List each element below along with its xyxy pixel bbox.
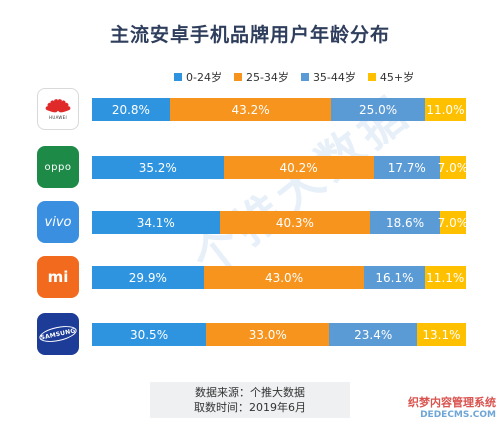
bar-segment: 7.0% <box>437 156 469 179</box>
bar-segment: 16.1% <box>364 266 425 289</box>
bar-segment: 11.0% <box>424 98 466 121</box>
bar-segment: 35.2% <box>92 156 224 179</box>
legend-item: 25-34岁 <box>233 69 289 85</box>
date-line: 取数时间：2019年6月 <box>194 401 306 414</box>
data-label: 29.9% <box>128 270 167 285</box>
bar-segment: 43.2% <box>169 98 332 121</box>
bar-segment: 11.1% <box>424 266 466 289</box>
bar-segment: 30.5% <box>92 323 207 346</box>
vivo-logo-icon: vivo <box>37 201 79 243</box>
legend-swatch <box>233 73 242 81</box>
source-line: 数据来源：个推大数据 <box>195 386 305 399</box>
data-label: 35.2% <box>138 160 177 175</box>
corner-watermark-bottom: DEDECMS.COM <box>420 410 496 420</box>
data-label: 7.0% <box>437 160 469 175</box>
legend-item: 0-24岁 <box>174 69 222 85</box>
bar-segment: 18.6% <box>370 211 440 234</box>
legend-label: 45+岁 <box>379 71 415 84</box>
data-label: 43.0% <box>264 270 304 285</box>
bar-segment: 34.1% <box>92 211 220 234</box>
data-label: 23.4% <box>354 327 393 342</box>
chart-title: 主流安卓手机品牌用户年龄分布 <box>109 24 390 46</box>
data-label: 11.1% <box>426 270 465 285</box>
samsung-logo-icon: SAMSUNG <box>37 313 79 355</box>
bar-row: 34.1% 40.3% 18.6% 7.0% <box>92 211 469 234</box>
source-box: 数据来源：个推大数据 取数时间：2019年6月 <box>150 382 350 418</box>
legend-swatch <box>367 73 376 81</box>
mi-logo-icon: mi <box>37 256 79 298</box>
data-label: 18.6% <box>385 215 425 230</box>
corner-watermark: 织梦内容管理系统 DEDECMS.COM <box>408 397 496 421</box>
bar-segment: 43.0% <box>203 266 365 289</box>
data-label: 13.1% <box>422 327 461 342</box>
bar-segment: 40.3% <box>219 211 371 234</box>
oppo-logo-icon: oppo <box>37 146 79 188</box>
data-label: 40.3% <box>275 215 314 230</box>
data-label: 11.0% <box>426 102 465 117</box>
data-label: 40.2% <box>279 160 318 175</box>
bar-segment: 25.0% <box>331 98 425 121</box>
data-label: 34.1% <box>136 215 175 230</box>
data-label: 33.0% <box>248 327 287 342</box>
legend-label: 25-34岁 <box>245 71 289 84</box>
data-label: 30.5% <box>129 327 169 342</box>
data-label: 20.8% <box>111 102 150 117</box>
data-label: 7.0% <box>437 215 469 230</box>
legend-swatch <box>300 73 309 81</box>
bar-segment: 40.2% <box>223 156 374 179</box>
bar-segment: 33.0% <box>206 323 330 346</box>
legend-swatch <box>174 73 182 81</box>
data-label: 43.2% <box>231 102 270 117</box>
bar-segment: 17.7% <box>373 156 440 179</box>
legend-label: 35-44岁 <box>312 71 356 84</box>
data-label: 25.0% <box>359 102 398 117</box>
chart-legend: 0-24岁 25-34岁 35-44岁 45+岁 <box>174 70 426 84</box>
bar-segment: 7.0% <box>437 211 469 234</box>
corner-watermark-top: 织梦内容管理系统 <box>408 396 496 409</box>
bar-segment: 13.1% <box>416 323 466 346</box>
data-label: 16.1% <box>375 270 414 285</box>
huawei-logo-icon: HUAWEI <box>37 88 79 130</box>
bar-segment: 23.4% <box>329 323 417 346</box>
bar-row: 29.9% 43.0% 16.1% 11.1% <box>92 266 466 289</box>
legend-item: 35-44岁 <box>300 69 356 85</box>
bar-segment: 29.9% <box>92 266 204 289</box>
legend-label: 0-24岁 <box>186 71 222 84</box>
bar-row: 30.5% 33.0% 23.4% 13.1% <box>92 323 466 346</box>
bar-row: 20.8% 43.2% 25.0% 11.0% <box>92 98 466 121</box>
bar-row: 35.2% 40.2% 17.7% 7.0% <box>92 156 469 179</box>
bar-segment: 20.8% <box>92 98 170 121</box>
data-label: 17.7% <box>387 160 426 175</box>
legend-item: 45+岁 <box>367 69 415 85</box>
